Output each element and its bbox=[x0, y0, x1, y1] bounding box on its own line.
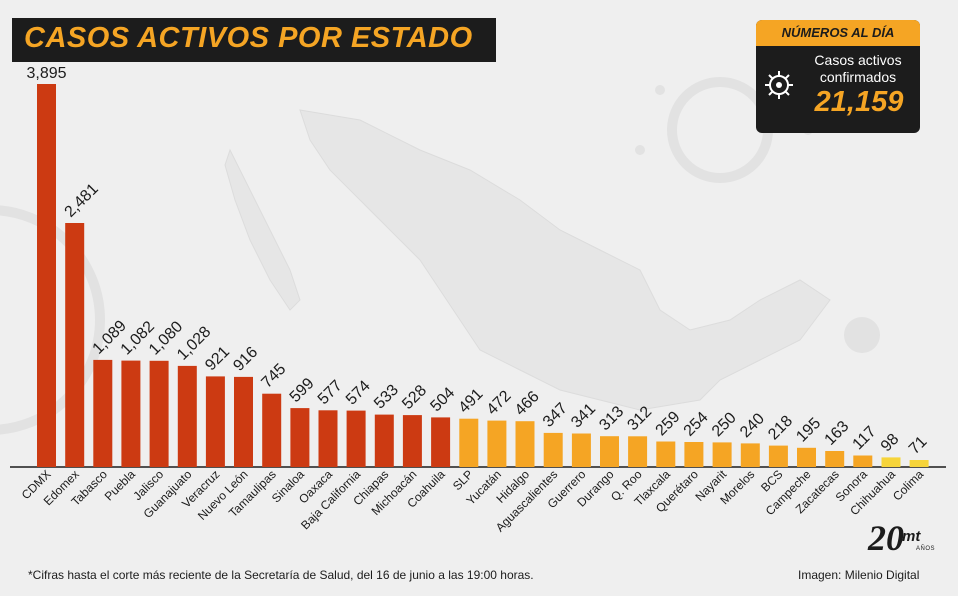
category-label: Colima bbox=[890, 467, 927, 504]
summary-box-heading: NÚMEROS AL DÍA bbox=[781, 25, 895, 40]
bar-value-label: 472 bbox=[484, 387, 515, 418]
bar bbox=[149, 360, 169, 467]
summary-box: NÚMEROS AL DÍA Casos activos confirmados… bbox=[756, 20, 920, 133]
category-label: Puebla bbox=[102, 467, 139, 504]
bar bbox=[234, 376, 253, 467]
bar-value-label: 916 bbox=[230, 344, 261, 375]
logo-brand: mt bbox=[902, 528, 921, 545]
bar-value-label: 599 bbox=[287, 375, 318, 406]
bar bbox=[459, 418, 479, 467]
footnote: *Cifras hasta el corte más reciente de l… bbox=[28, 568, 534, 582]
bar bbox=[853, 455, 873, 467]
bar bbox=[374, 414, 394, 467]
bar-value-label: 347 bbox=[540, 400, 571, 431]
logo-suffix: AÑOS bbox=[916, 546, 936, 552]
bar bbox=[515, 421, 535, 467]
bar-value-label: 259 bbox=[653, 408, 684, 439]
bar-value-label: 921 bbox=[202, 343, 233, 374]
summary-description-line1: Casos activos bbox=[814, 52, 902, 68]
peninsula-silhouette bbox=[224, 148, 301, 311]
summary-total: 21,159 bbox=[814, 86, 904, 118]
bar bbox=[768, 445, 788, 467]
bar bbox=[600, 436, 619, 467]
bar-value-label: 163 bbox=[822, 418, 853, 449]
bar bbox=[177, 365, 197, 467]
bar bbox=[825, 451, 845, 467]
bar bbox=[797, 447, 816, 467]
chart-title-bar: CASOS ACTIVOS POR ESTADO bbox=[12, 18, 496, 62]
bar bbox=[431, 417, 451, 467]
chart-title: CASOS ACTIVOS POR ESTADO bbox=[24, 22, 473, 54]
logo-number: 20 bbox=[868, 518, 904, 558]
bar bbox=[205, 376, 225, 467]
bar-value-label: 98 bbox=[878, 431, 903, 456]
summary-description-line2: confirmados bbox=[819, 69, 897, 85]
bar-value-label: 533 bbox=[371, 381, 402, 412]
bar bbox=[318, 410, 338, 467]
bar bbox=[65, 223, 85, 467]
bar bbox=[881, 457, 901, 467]
bar-value-label: 3,895 bbox=[26, 65, 66, 82]
bar bbox=[290, 408, 310, 467]
bar-value-label: 577 bbox=[315, 377, 346, 408]
bar bbox=[346, 410, 366, 467]
bar-value-label: 491 bbox=[456, 386, 487, 417]
bar-value-label: 341 bbox=[568, 400, 599, 431]
bar bbox=[93, 359, 113, 467]
bar bbox=[262, 393, 282, 467]
bar-value-label: 254 bbox=[681, 409, 712, 440]
bar bbox=[740, 443, 760, 467]
bar-value-label: 504 bbox=[427, 384, 458, 415]
milenio-20-anos-logo: 20 mt AÑOS bbox=[868, 518, 942, 560]
image-credit: Imagen: Milenio Digital bbox=[798, 568, 920, 582]
bar-value-label: 313 bbox=[596, 403, 627, 434]
bar bbox=[571, 433, 591, 467]
bar-value-label: 218 bbox=[765, 412, 796, 443]
bar bbox=[712, 442, 732, 467]
summary-box-header: NÚMEROS AL DÍA bbox=[756, 20, 920, 46]
bar-value-label: 117 bbox=[850, 423, 880, 453]
bar-value-label: 250 bbox=[709, 409, 740, 440]
bar-value-label: 71 bbox=[906, 433, 931, 458]
bar-value-label: 312 bbox=[624, 403, 655, 434]
bar bbox=[37, 84, 56, 467]
map-silhouette bbox=[299, 109, 831, 411]
bar-value-label: 745 bbox=[259, 361, 290, 392]
bar bbox=[543, 432, 563, 467]
bar bbox=[487, 420, 507, 467]
bar-value-label: 528 bbox=[399, 382, 430, 413]
bar bbox=[402, 415, 422, 467]
bar bbox=[628, 436, 648, 467]
bar bbox=[656, 441, 676, 467]
virus-icon bbox=[765, 71, 793, 99]
bar-value-label: 574 bbox=[343, 377, 374, 408]
summary-box-description: Casos activos confirmados bbox=[800, 52, 916, 86]
bar bbox=[909, 460, 929, 467]
bar-value-label: 466 bbox=[512, 388, 543, 419]
bar-value-label: 240 bbox=[737, 410, 768, 441]
bar-value-label: 2,481 bbox=[62, 180, 102, 220]
bar bbox=[121, 360, 141, 467]
bar bbox=[684, 442, 704, 467]
bar-value-label: 195 bbox=[793, 415, 824, 446]
